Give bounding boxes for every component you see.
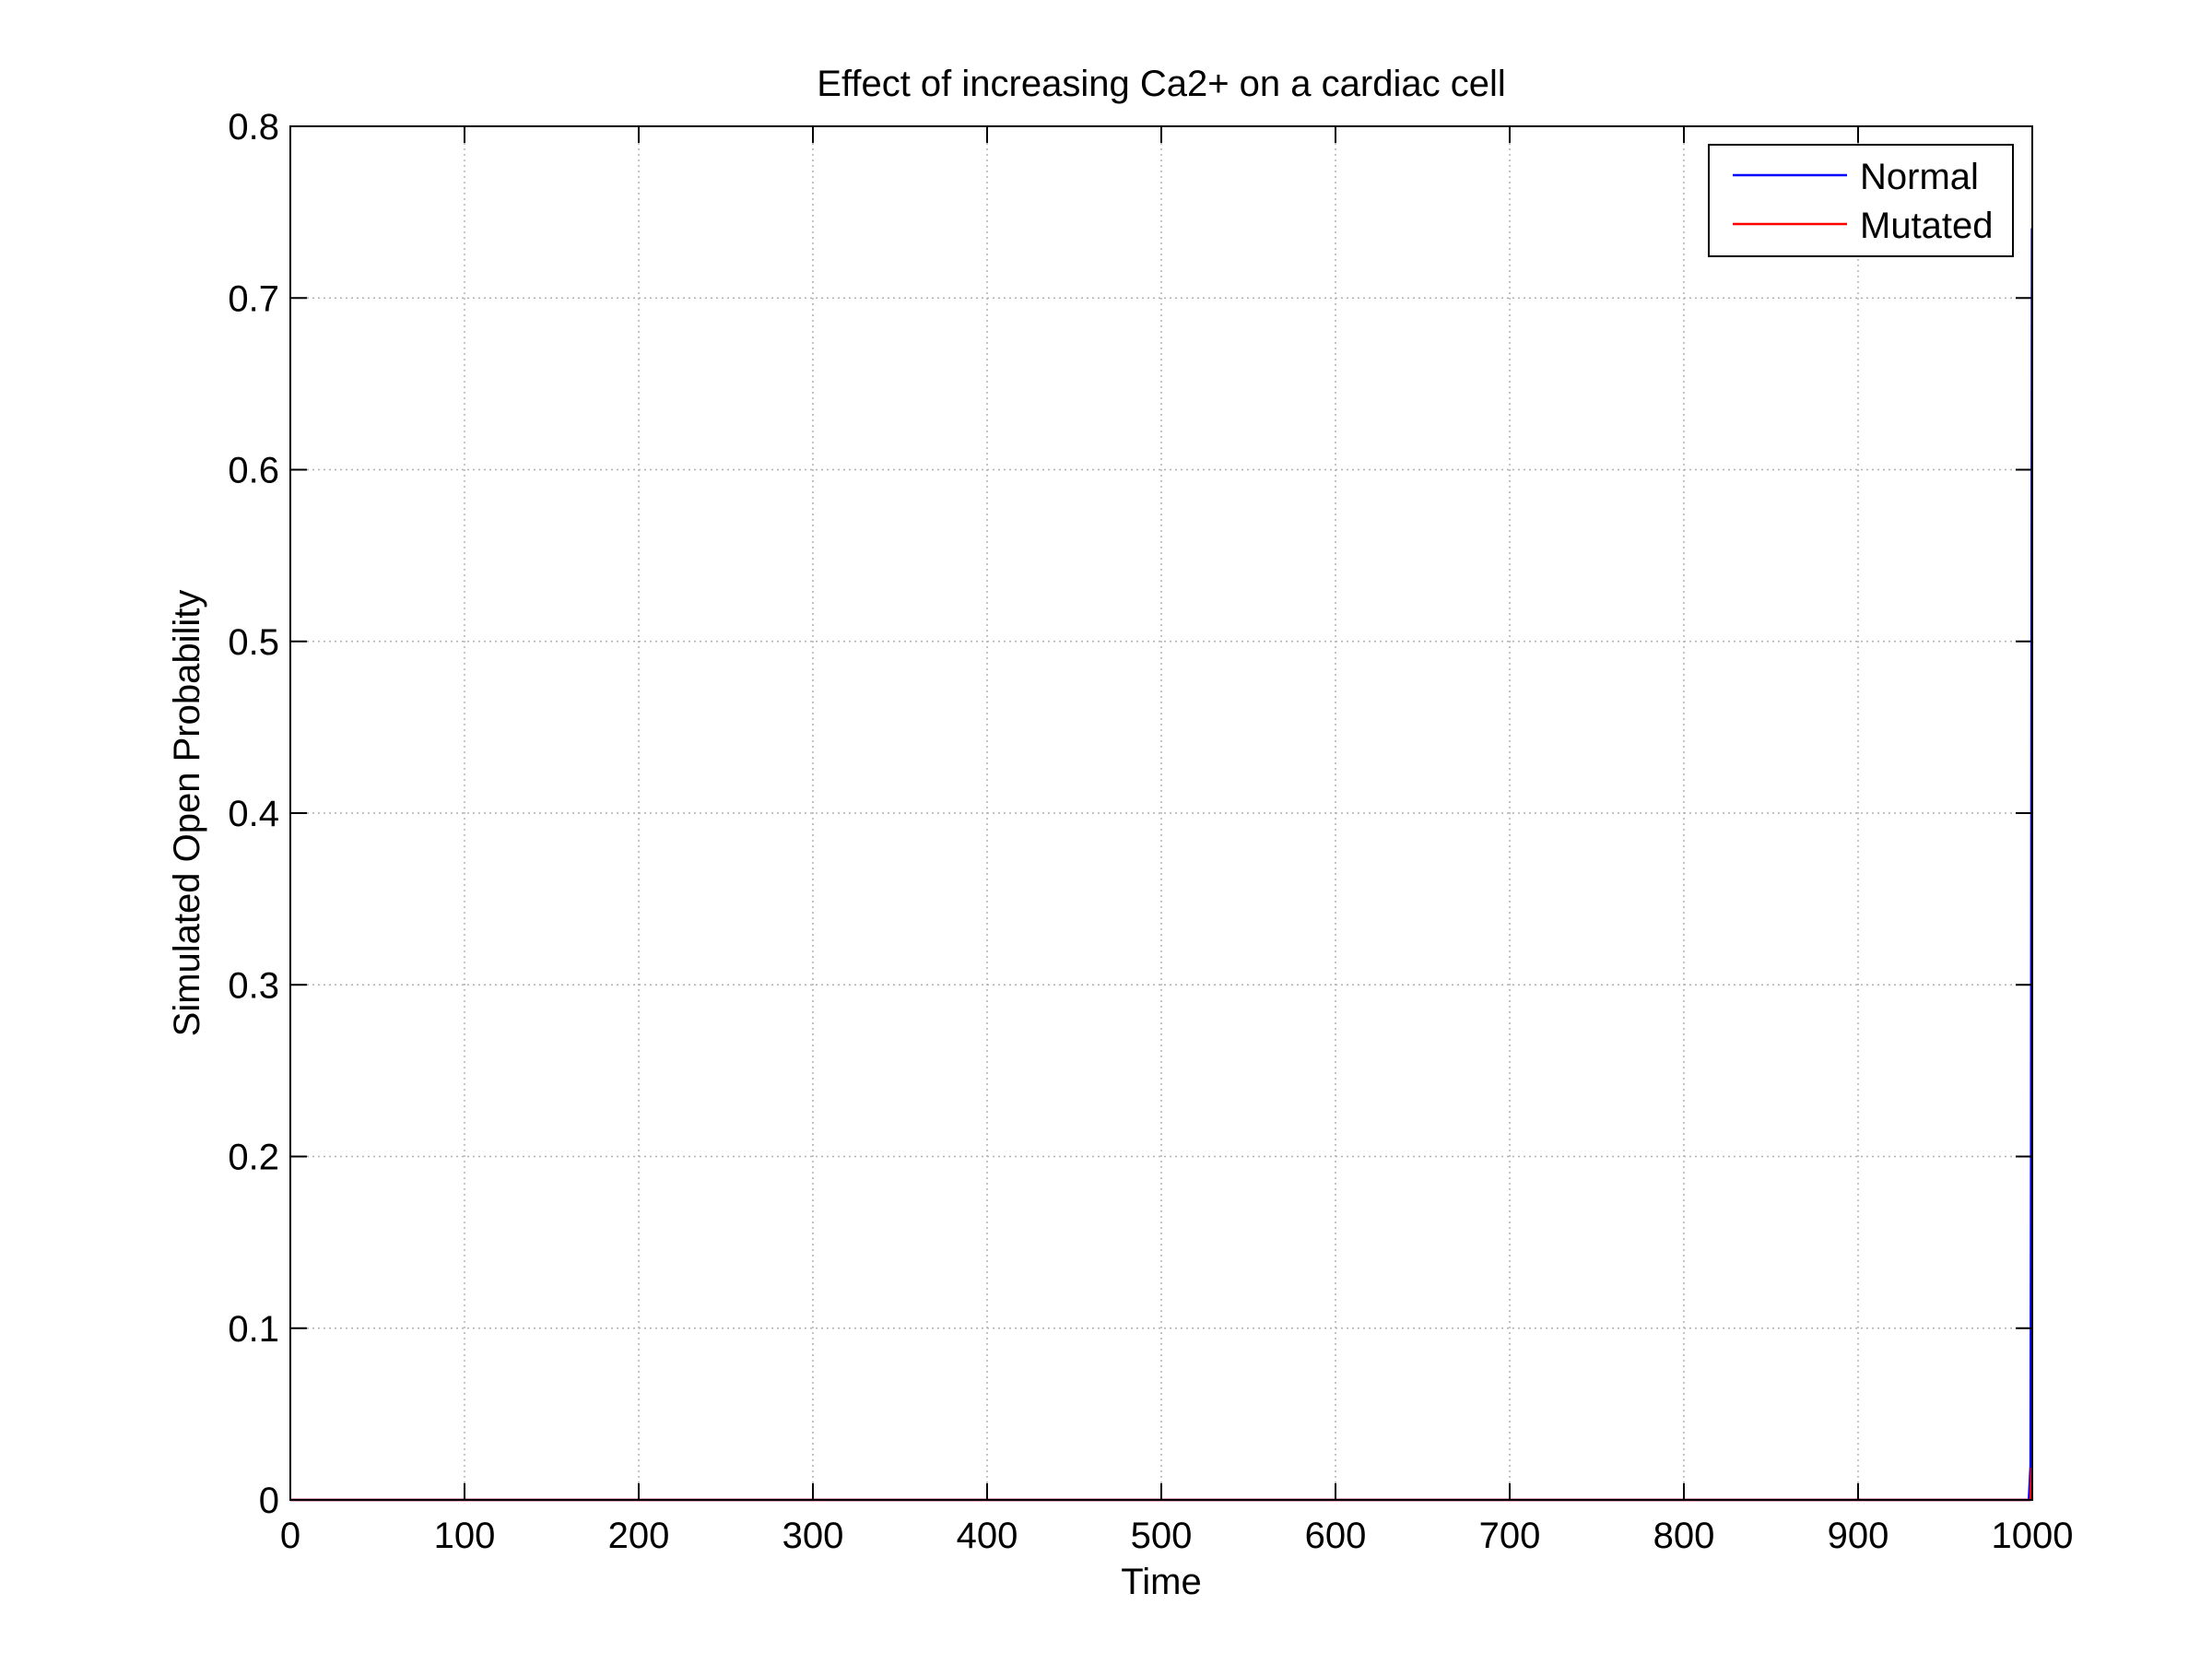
y-tick-label: 0.7 [228,278,279,319]
x-tick-label: 400 [957,1516,1018,1556]
y-tick-label: 0.8 [228,107,279,148]
legend: Normal Mutated [1708,144,2014,257]
x-tick-label: 600 [1305,1516,1367,1556]
y-tick-label: 0.6 [228,451,279,491]
y-axis-label: Simulated Open Probability [167,590,207,1037]
x-tick-label: 300 [782,1516,844,1556]
grid [290,126,2032,1500]
legend-label-normal: Normal [1860,157,1979,197]
x-tick-label: 100 [434,1516,496,1556]
y-tick-label: 0.2 [228,1138,279,1178]
x-tick-label: 900 [1828,1516,1889,1556]
tick-labels: 0 100 200 300 400 500 600 700 800 900 1000 0 0.1 0.2 0… [228,107,2073,1556]
y-tick-label: 0.3 [228,965,279,1006]
chart-title: Effect of increasing Ca2+ on a cardiac c… [817,64,1505,104]
x-tick-label: 700 [1479,1516,1541,1556]
y-tick-label: 0.4 [228,794,279,834]
x-tick-label: 200 [608,1516,670,1556]
x-axis-label: Time [1121,1562,1201,1602]
y-tick-label: 0.1 [228,1309,279,1350]
x-tick-label: 800 [1653,1516,1715,1556]
y-tick-label: 0.5 [228,622,279,663]
legend-box [1708,144,2014,257]
x-tick-label: 0 [280,1516,300,1556]
legend-label-mutated: Mutated [1860,206,1994,246]
x-tick-label: 1000 [1992,1516,2074,1556]
ticks [289,125,2033,1501]
x-tick-label: 500 [1131,1516,1193,1556]
y-tick-label: 0 [259,1481,279,1521]
